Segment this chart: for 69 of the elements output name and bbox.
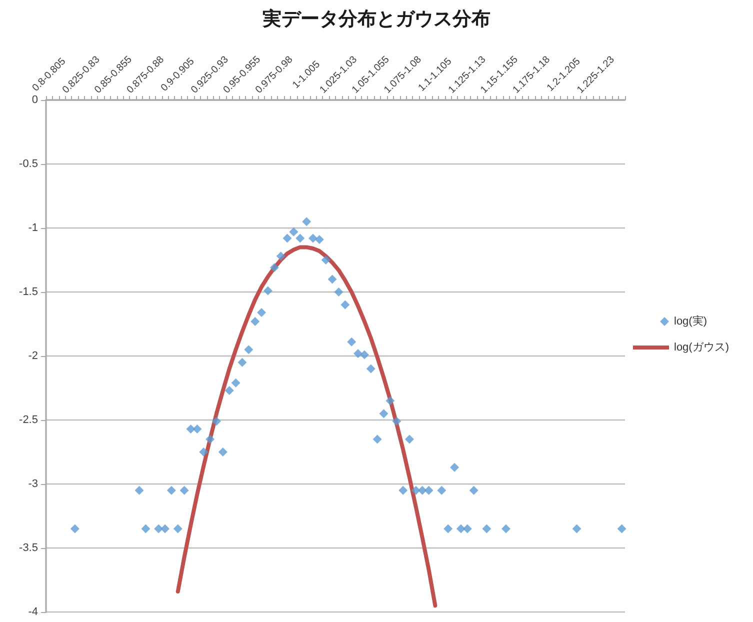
point — [212, 416, 221, 426]
point — [411, 486, 420, 495]
point — [206, 434, 215, 444]
point — [70, 524, 80, 534]
point — [263, 286, 272, 296]
point — [404, 434, 414, 444]
point — [160, 524, 170, 534]
point — [270, 263, 279, 272]
y-tick-label: -1 — [28, 222, 38, 234]
y-tick-label: -2.5 — [19, 414, 38, 426]
point — [482, 524, 492, 534]
point — [257, 308, 266, 317]
point — [314, 235, 324, 244]
point — [296, 234, 305, 243]
y-tick-label: -3.5 — [19, 542, 38, 554]
point — [173, 524, 182, 534]
point — [386, 396, 395, 406]
point — [392, 416, 402, 426]
y-tick-label: -3 — [28, 478, 38, 490]
point — [424, 486, 434, 495]
point — [617, 524, 626, 534]
point — [572, 524, 582, 534]
point — [462, 524, 472, 534]
point — [334, 288, 344, 296]
point — [166, 486, 176, 495]
point — [321, 256, 330, 264]
point — [450, 462, 460, 472]
point — [244, 345, 254, 354]
line-series — [176, 245, 438, 608]
point — [469, 486, 478, 495]
point — [456, 524, 466, 534]
y-tick-label: -0.5 — [19, 158, 38, 170]
point — [238, 358, 247, 367]
point — [372, 434, 382, 444]
point — [501, 524, 510, 534]
point — [418, 486, 427, 495]
point — [366, 364, 376, 374]
point — [328, 274, 337, 284]
chart-title: 実データ分布とガウス分布 — [262, 8, 490, 30]
point — [141, 524, 150, 534]
point — [308, 234, 318, 243]
point — [379, 409, 388, 418]
y-tick-label: -2 — [28, 350, 38, 362]
point — [437, 486, 446, 495]
point — [340, 300, 350, 310]
point — [347, 337, 356, 346]
point — [192, 424, 202, 434]
point — [250, 316, 260, 326]
point — [180, 486, 189, 495]
y-tick-label: 0 — [32, 94, 38, 106]
point — [360, 350, 369, 360]
point — [398, 486, 408, 495]
legend-label: log(ガウス) — [674, 342, 730, 354]
point — [289, 227, 298, 236]
point — [276, 252, 286, 261]
y-tick-label: -1.5 — [19, 286, 38, 298]
point — [224, 386, 234, 396]
point — [231, 378, 240, 388]
y-tick-label: -4 — [28, 606, 38, 618]
point — [199, 448, 208, 456]
point — [134, 486, 144, 495]
point — [154, 524, 164, 534]
point — [282, 234, 292, 243]
point — [354, 348, 363, 358]
point — [302, 217, 312, 226]
point — [186, 424, 196, 434]
point — [444, 524, 453, 534]
point — [218, 448, 228, 456]
legend-label: log(実) — [674, 314, 708, 328]
